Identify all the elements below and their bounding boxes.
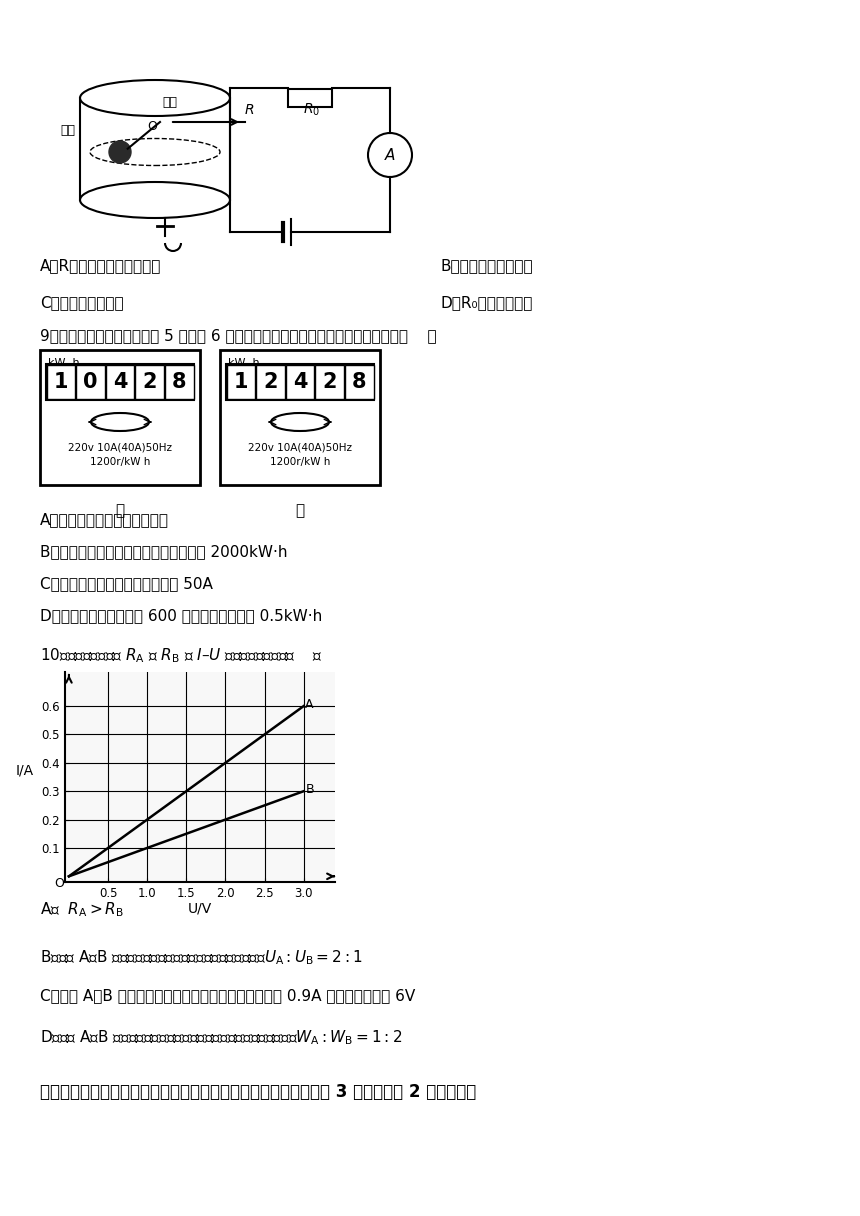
Text: 乙: 乙 [296, 503, 304, 518]
FancyBboxPatch shape [345, 365, 373, 399]
Text: 4: 4 [292, 372, 307, 392]
Text: 1200r/kW h: 1200r/kW h [89, 457, 150, 467]
Text: D．若将 A、B 串联接入电路，闭合开关后，相同时间它们消耗的电能$W_{\rm A}:W_{\rm B}=1:2$: D．若将 A、B 串联接入电路，闭合开关后，相同时间它们消耗的电能$W_{\rm… [40, 1028, 402, 1047]
Text: 甲: 甲 [115, 503, 125, 518]
Text: $R_0$: $R_0$ [304, 102, 321, 118]
FancyBboxPatch shape [46, 365, 75, 399]
Text: B．若将 A、B 串联接入电路，闭合开关后，它们两端的电压$U_{\rm A}:U_{\rm B}=2:1$: B．若将 A、B 串联接入电路，闭合开关后，它们两端的电压$U_{\rm A}:… [40, 948, 363, 967]
Text: C．电流表示数减小: C．电流表示数减小 [40, 295, 124, 310]
Text: O: O [54, 877, 64, 890]
FancyBboxPatch shape [106, 365, 134, 399]
Text: 二、多选题（每小题的四个选项中，至少有两个是正确的。每小题 3 分，漏选得 2 分，错选或: 二、多选题（每小题的四个选项中，至少有两个是正确的。每小题 3 分，漏选得 2 … [40, 1083, 476, 1100]
FancyBboxPatch shape [256, 365, 285, 399]
Text: D．R₀两端电压增大: D．R₀两端电压增大 [440, 295, 532, 310]
Text: 8: 8 [352, 372, 366, 392]
Text: 9．图中甲、乙分别是某家庭 5 月初和 6 月初电能表的示数，则下列说法中正确的是（    ）: 9．图中甲、乙分别是某家庭 5 月初和 6 月初电能表的示数，则下列说法中正确的… [40, 328, 437, 343]
Text: A．  $R_{\rm A} > R_{\rm B}$: A． $R_{\rm A} > R_{\rm B}$ [40, 900, 124, 919]
Text: O: O [147, 119, 157, 133]
X-axis label: U/V: U/V [187, 901, 212, 916]
Text: B．该家庭在这一个月的时间内总共用电 2000kW·h: B．该家庭在这一个月的时间内总共用电 2000kW·h [40, 544, 287, 559]
Text: C．该电能表工作时电流可以达到 50A: C．该电能表工作时电流可以达到 50A [40, 576, 213, 591]
Text: 4: 4 [113, 372, 127, 392]
Circle shape [109, 141, 131, 163]
Text: C．若将 A、B 并联接入电路，闭合开关后，干路电流为 0.9A 时，电源电压是 6V: C．若将 A、B 并联接入电路，闭合开关后，干路电流为 0.9A 时，电源电压是… [40, 987, 415, 1003]
FancyBboxPatch shape [226, 365, 255, 399]
Text: 220v 10A(40A)50Hz: 220v 10A(40A)50Hz [68, 441, 172, 452]
Text: 滑杆: 滑杆 [162, 96, 177, 108]
Text: 10．如图所示是电阻 $R_{\rm A}$ 和 $R_{\rm B}$ 的 $I$–$U$ 图像，由图像可知（    ）: 10．如图所示是电阻 $R_{\rm A}$ 和 $R_{\rm B}$ 的 $… [40, 646, 322, 665]
FancyBboxPatch shape [135, 365, 164, 399]
Text: 220v 10A(40A)50Hz: 220v 10A(40A)50Hz [248, 441, 352, 452]
Text: 0: 0 [83, 372, 98, 392]
Text: R: R [245, 103, 255, 117]
Text: A．R接入电路中的电阻减小: A．R接入电路中的电阻减小 [40, 258, 162, 274]
FancyBboxPatch shape [40, 350, 200, 485]
Text: B．电路的总功率增大: B．电路的总功率增大 [440, 258, 532, 274]
Text: B: B [305, 783, 314, 796]
Text: A: A [305, 698, 314, 711]
Text: 浮子: 浮子 [60, 124, 75, 136]
FancyBboxPatch shape [165, 365, 194, 399]
FancyBboxPatch shape [46, 364, 194, 400]
Text: 1200r/kW h: 1200r/kW h [270, 457, 330, 467]
Text: D．该电能表转盘每转过 600 转，电路消耗电能 0.5kW·h: D．该电能表转盘每转过 600 转，电路消耗电能 0.5kW·h [40, 608, 322, 623]
Text: 1: 1 [53, 372, 68, 392]
Text: kW  h: kW h [48, 358, 80, 368]
FancyBboxPatch shape [288, 89, 332, 107]
Text: 8: 8 [172, 372, 187, 392]
FancyBboxPatch shape [226, 364, 374, 400]
Text: kW  h: kW h [228, 358, 260, 368]
FancyBboxPatch shape [220, 350, 380, 485]
Text: 2: 2 [263, 372, 278, 392]
Text: A: A [384, 147, 396, 163]
Text: 2: 2 [322, 372, 337, 392]
Text: 2: 2 [143, 372, 157, 392]
Y-axis label: I/A: I/A [15, 762, 34, 777]
Text: 1: 1 [234, 372, 248, 392]
Text: A．电能表是计量电功率的仪表: A．电能表是计量电功率的仪表 [40, 512, 169, 527]
FancyBboxPatch shape [316, 365, 344, 399]
FancyBboxPatch shape [286, 365, 314, 399]
FancyBboxPatch shape [76, 365, 105, 399]
